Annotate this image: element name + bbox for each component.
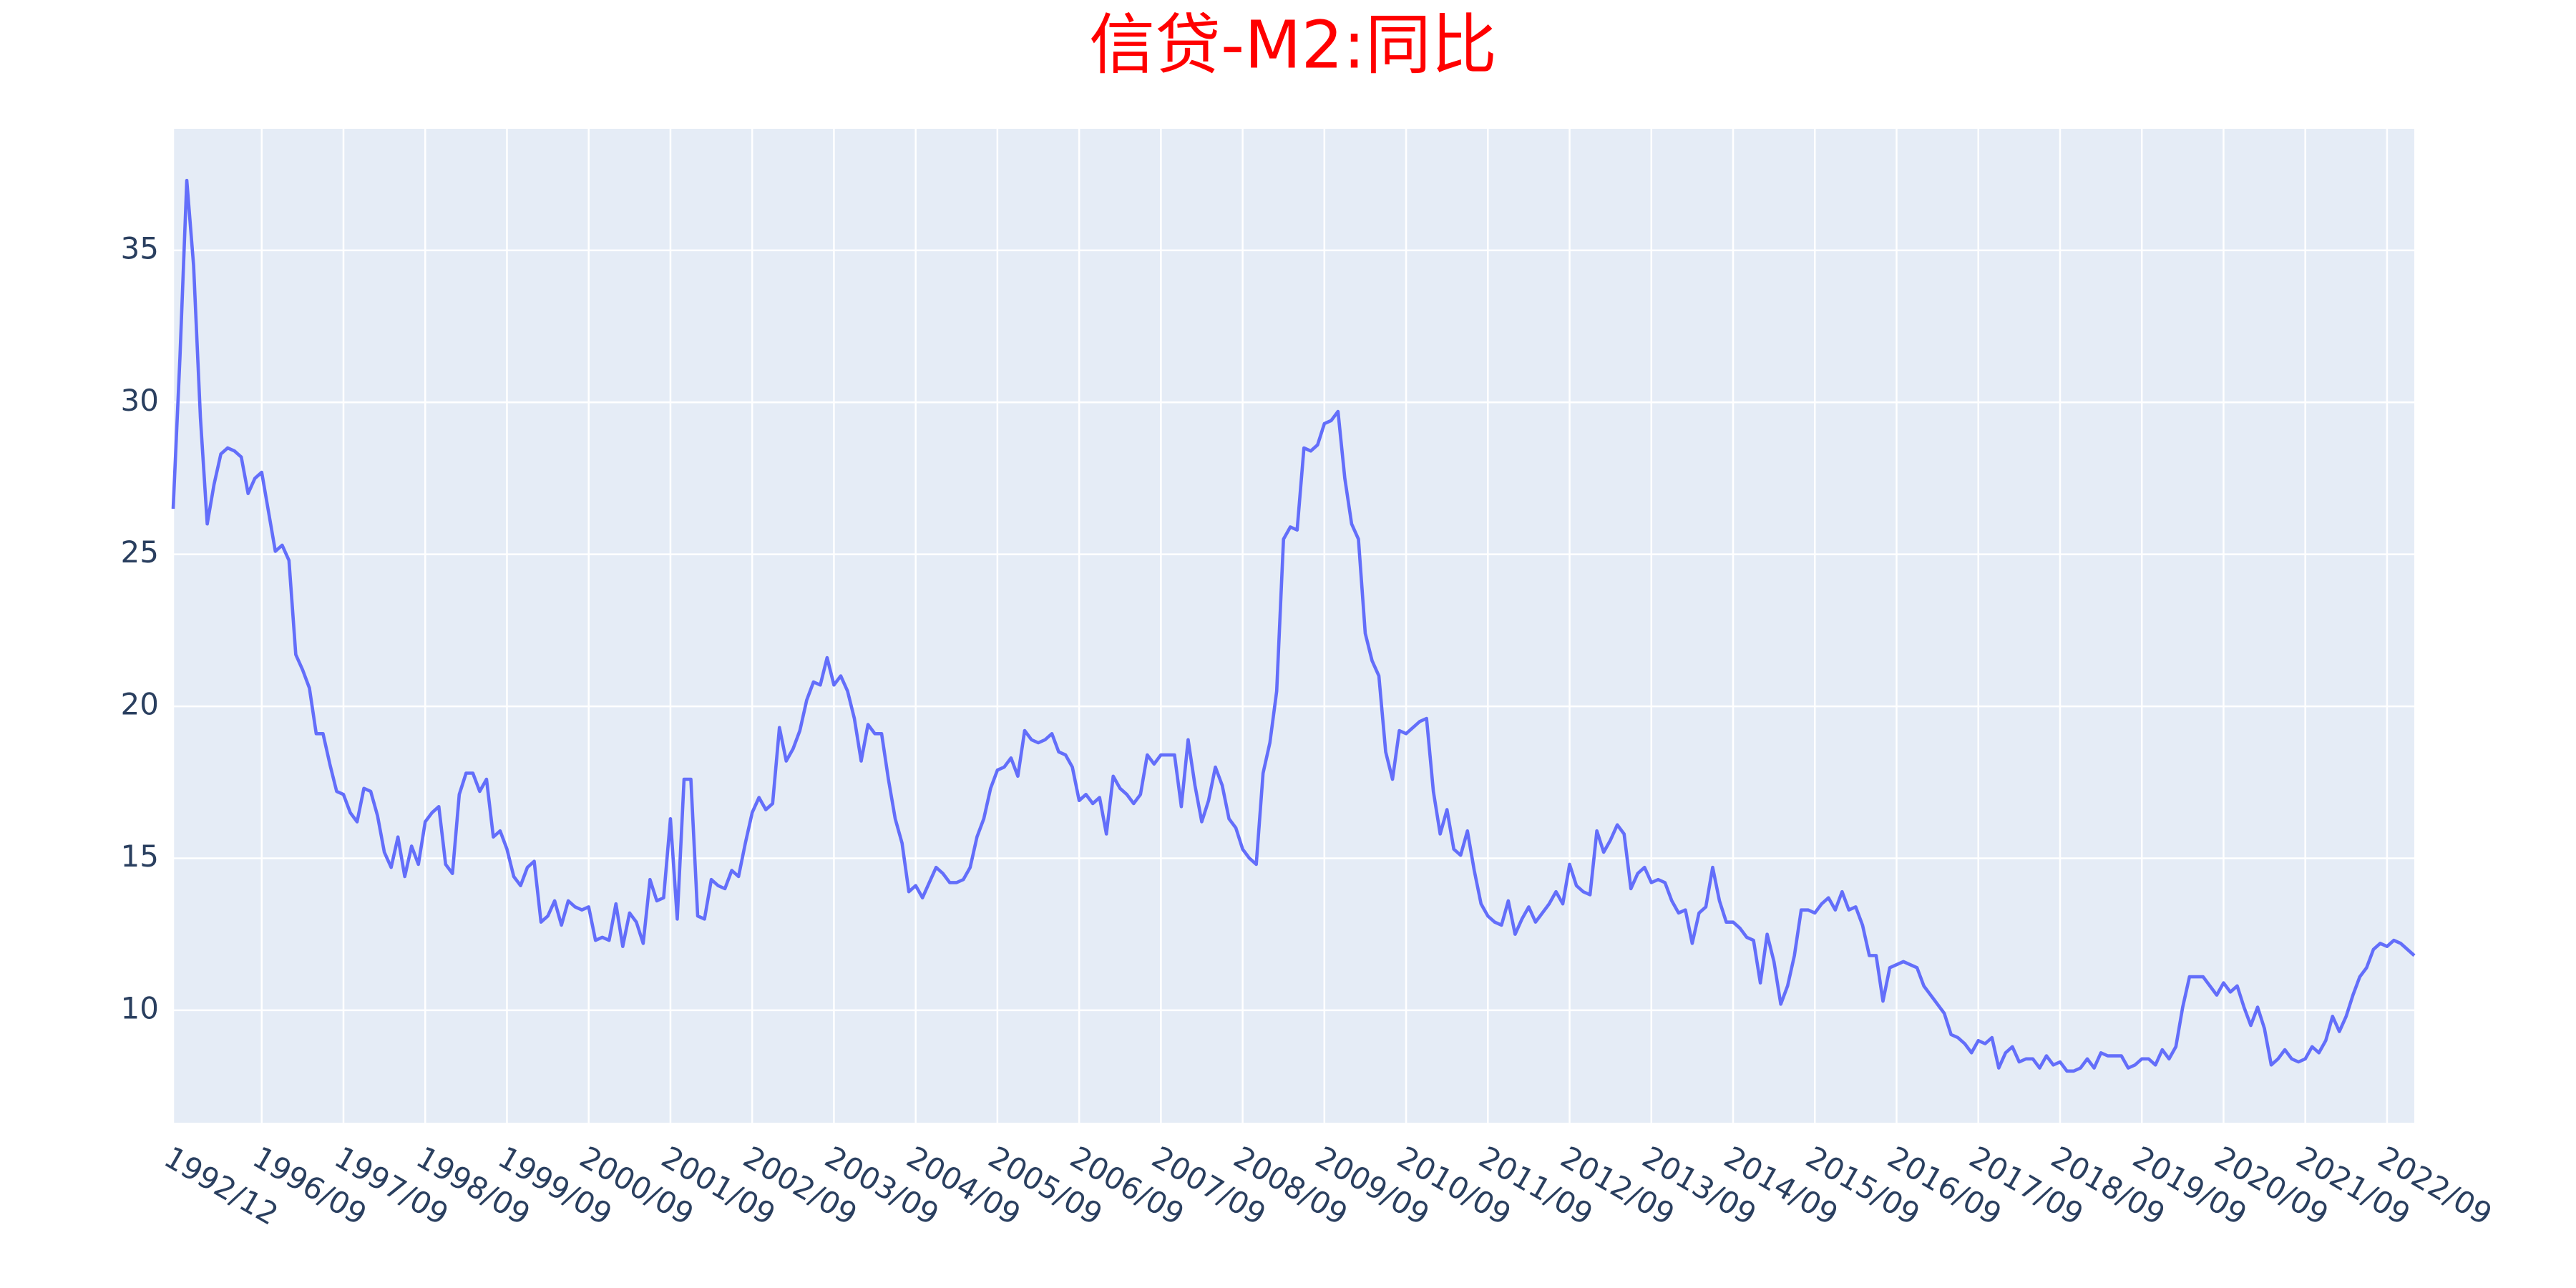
y-tick-label: 10 (121, 990, 159, 1025)
plot-area (173, 129, 2414, 1123)
chart-title: 信贷-M2:同比 (1089, 6, 1497, 83)
y-tick-label: 15 (121, 839, 159, 874)
y-tick-label: 35 (121, 230, 159, 265)
y-tick-label: 20 (121, 687, 159, 722)
line-series (171, 178, 2416, 1073)
y-tick-label: 30 (121, 383, 159, 418)
grid (172, 129, 2414, 1123)
marks (171, 178, 2416, 1073)
y-tick-label: 25 (121, 535, 159, 570)
